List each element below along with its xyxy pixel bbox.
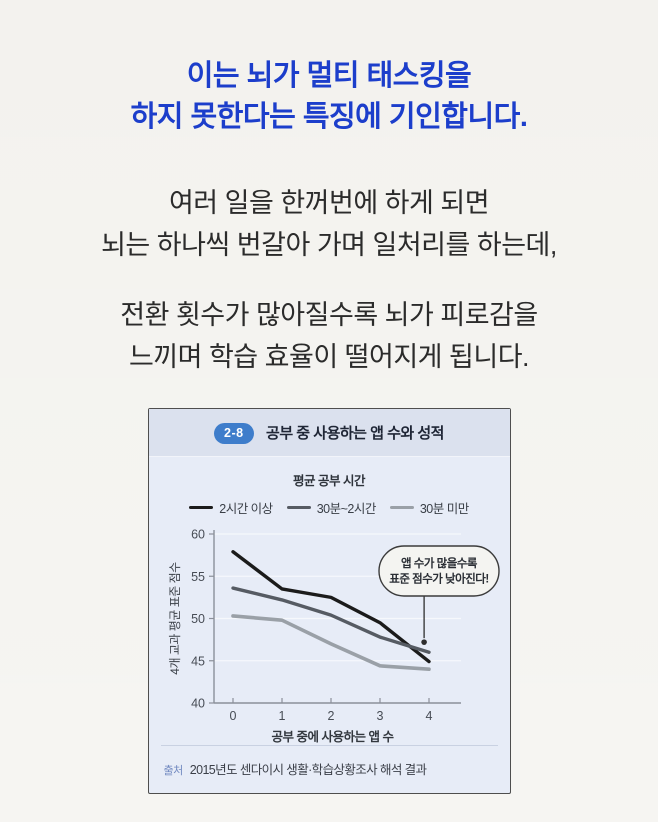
legend-entry: 2시간 이상	[189, 498, 273, 517]
chart-title: 공부 중 사용하는 앱 수와 성적	[266, 424, 444, 442]
legend-entry: 30분~2시간	[286, 498, 377, 517]
source-row: 출처 2015년도 센다이시 생활·학습상황조사 해석 결과	[160, 744, 498, 793]
legend-swatch-icon	[286, 505, 311, 509]
x-tick-label: 1	[278, 709, 285, 723]
x-tick-label: 0	[229, 709, 236, 723]
legend-swatch-icon	[389, 505, 414, 509]
legend-swatch-icon	[189, 505, 214, 509]
y-tick-label: 50	[191, 612, 205, 626]
paragraph-1: 여러 일을 한꺼번에 하게 되면 뇌는 하나씩 번갈아 가며 일처리를 하는데,	[101, 188, 557, 261]
chart-card: 2-8 공부 중 사용하는 앱 수와 성적 평균 공부 시간 2시간 이상 30분…	[147, 407, 511, 794]
chart-legend: 평균 공부 시간 2시간 이상 30분~2시간 30분 미만	[149, 470, 510, 517]
data-line	[230, 585, 431, 654]
y-tick-label: 60	[191, 527, 205, 541]
y-tick-label: 55	[191, 569, 205, 583]
x-tick-label: 3	[376, 709, 383, 723]
figure-number-badge: 2-8	[214, 422, 254, 444]
y-tick-label: 45	[191, 654, 205, 668]
source-text: 2015년도 센다이시 생활·학습상황조사 해석 결과	[189, 762, 427, 777]
callout-text: 표준 점수가 낮아진다!	[389, 571, 488, 585]
legend-label: 2시간 이상	[219, 501, 273, 516]
legend-entry: 30분 미만	[389, 498, 469, 517]
data-line	[230, 549, 431, 663]
callout-dot	[420, 638, 427, 645]
data-line	[230, 613, 431, 671]
y-tick-label: 40	[191, 696, 205, 710]
legend-label: 30분 미만	[419, 501, 469, 516]
legend-label: 30분~2시간	[316, 501, 377, 516]
x-tick-label: 2	[327, 709, 334, 723]
x-axis-title: 공부 중에 사용하는 앱 수	[271, 729, 394, 744]
headline: 이는 뇌가 멀티 태스킹을 하지 못한다는 특징에 기인합니다.	[130, 60, 528, 133]
line-chart-svg: 40 45 50 55 60 0 1 2 3 4 공부 중에 사용하는 앱 수 4개 교과 평균 표준…	[168, 527, 500, 744]
callout-text: 앱 수가 많을수록	[401, 556, 478, 570]
source-label: 출처	[163, 764, 184, 777]
legend-title: 평균 공부 시간	[293, 473, 365, 488]
legend-entries: 2시간 이상 30분~2시간 30분 미만	[149, 498, 510, 517]
chart-card-header: 2-8 공부 중 사용하는 앱 수와 성적	[148, 408, 510, 457]
x-tick-label: 4	[425, 709, 432, 723]
callout-bubble	[377, 544, 500, 597]
paragraph-2: 전환 횟수가 많아질수록 뇌가 피로감을 느끼며 학습 효율이 떨어지게 됩니다…	[120, 299, 538, 372]
y-axis-title: 4개 교과 평균 표준 점수	[168, 561, 182, 674]
